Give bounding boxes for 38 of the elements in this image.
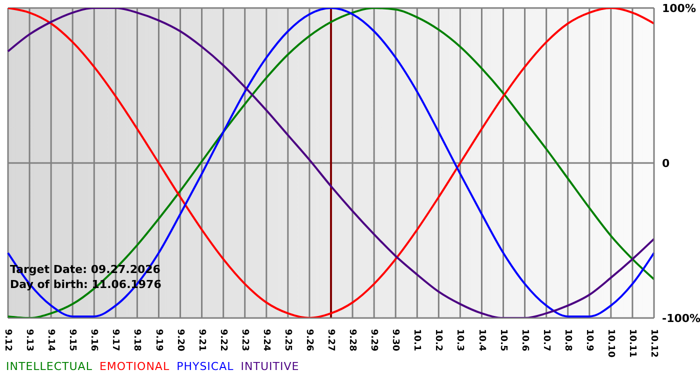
text: PHYSICAL — [176, 360, 234, 373]
x-tick-label: 10.8 — [562, 329, 572, 352]
y-tick-label: -100% — [662, 312, 700, 325]
text: INTUITIVE — [240, 360, 300, 373]
x-tick-label: 9.16 — [88, 329, 99, 352]
x-tick-label: 9.21 — [196, 329, 206, 352]
text: EMOTIONAL — [99, 360, 170, 373]
x-tick-label: 9.22 — [218, 329, 228, 352]
x-tick-label: 10.9 — [584, 329, 594, 352]
x-tick-label: 9.18 — [132, 329, 142, 352]
x-tick-label: 9.13 — [24, 329, 34, 352]
x-tick-label: 10.12 — [648, 329, 659, 358]
x-tick-label: 10.7 — [540, 329, 551, 352]
x-tick-label: 9.15 — [67, 329, 78, 352]
x-tick-label: 9.14 — [46, 329, 56, 352]
x-tick-label: 9.19 — [153, 329, 164, 352]
x-tick-label: 10.2 — [433, 329, 444, 352]
x-tick-label: 9.28 — [347, 329, 358, 352]
y-tick-label: 0 — [662, 156, 670, 170]
x-tick-label: 9.23 — [239, 329, 250, 352]
x-tick-label: 9.12 — [2, 329, 13, 352]
x-tick-label: 9.29 — [368, 329, 379, 352]
x-tick-label: 9.24 — [260, 329, 271, 352]
x-tick-label: 9.26 — [304, 329, 314, 352]
x-tick-label: 9.25 — [282, 329, 292, 352]
x-tick-label: 10.10 — [605, 329, 616, 358]
x-tick-label: 9.17 — [110, 329, 120, 352]
x-tick-label: 9.27 — [326, 329, 336, 352]
x-tick-label: 10.6 — [519, 329, 530, 352]
x-tick-label: 10.5 — [498, 329, 508, 352]
y-tick-label: 100% — [662, 2, 696, 15]
x-tick-label: 10.3 — [454, 329, 465, 352]
x-tick-label: 10.1 — [412, 329, 422, 352]
x-tick-label: 9.20 — [174, 329, 185, 352]
text: INTELLECTUAL — [6, 360, 92, 373]
x-tick-label: 10.11 — [627, 329, 638, 358]
x-tick-label: 9.30 — [390, 329, 400, 352]
x-tick-label: 10.4 — [476, 329, 486, 352]
